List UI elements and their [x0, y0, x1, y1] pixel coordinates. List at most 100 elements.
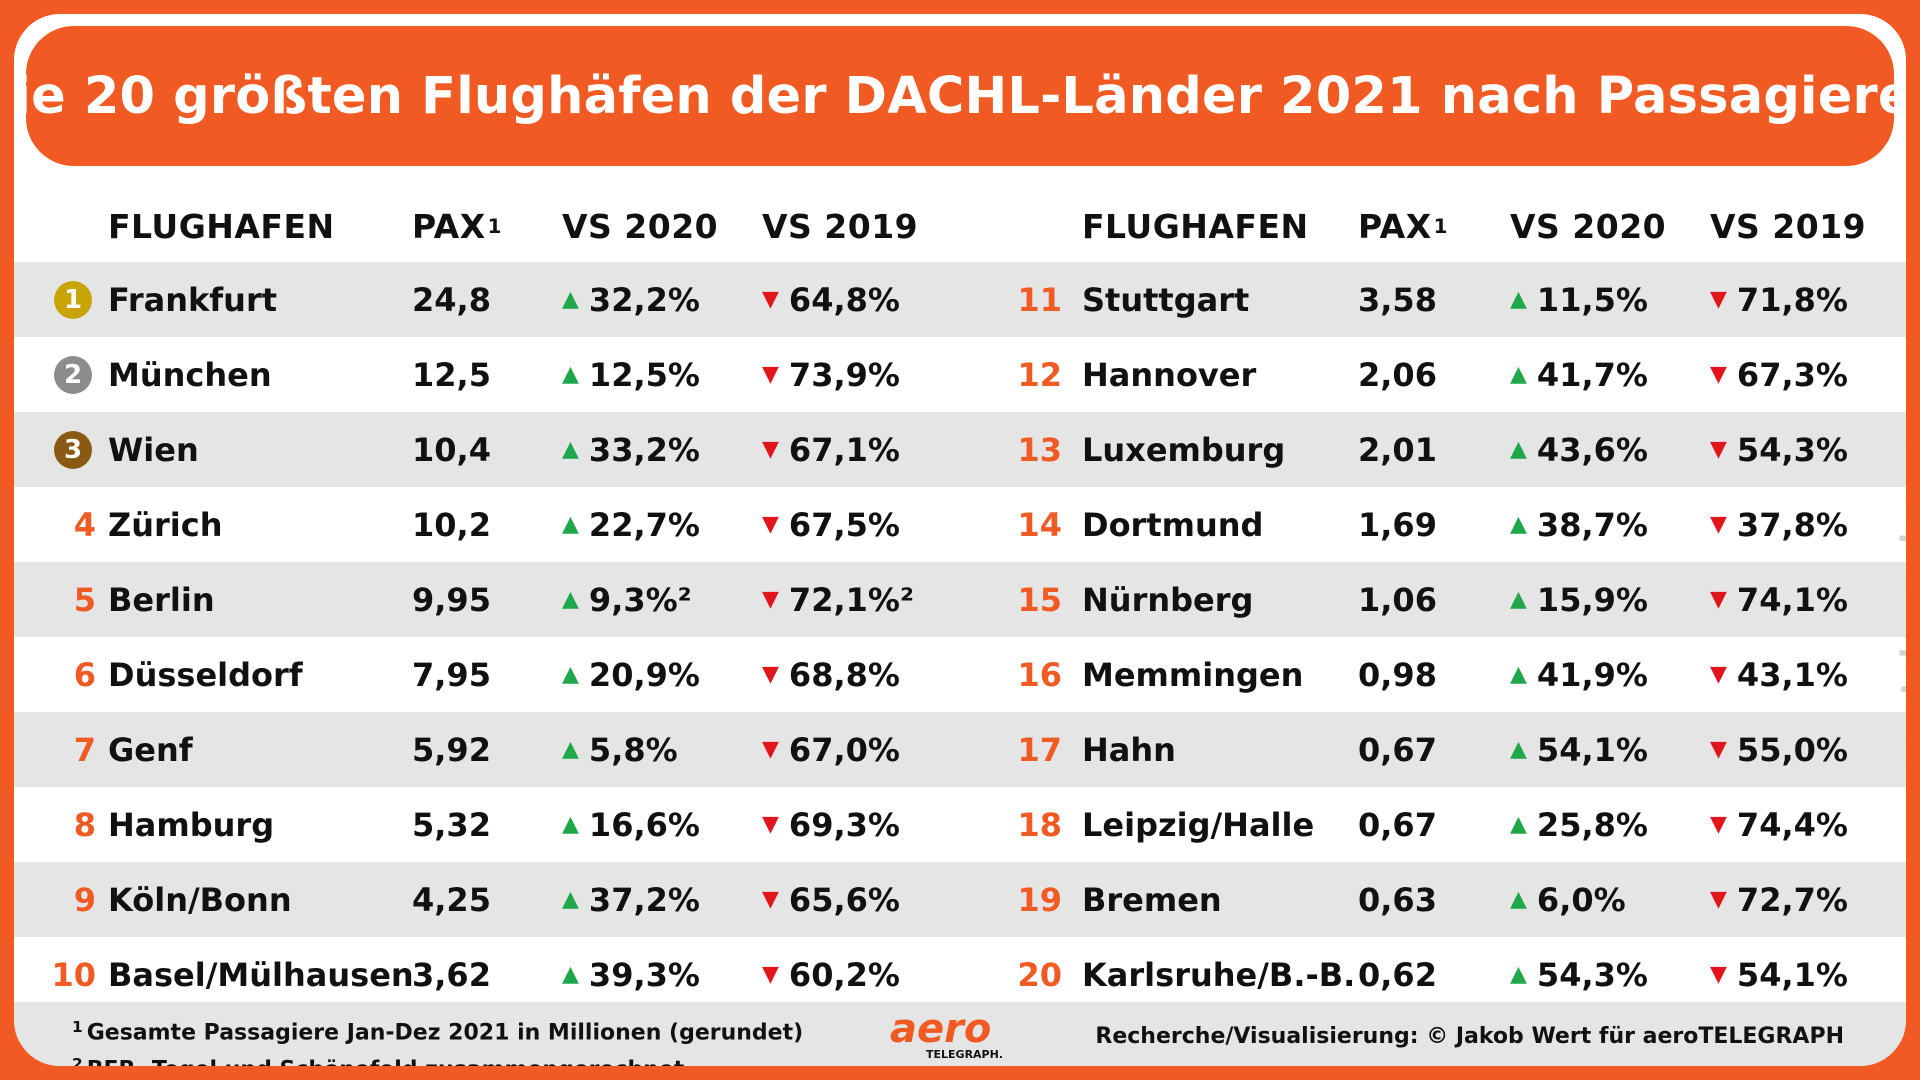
vs2019-change-value: 67,5%: [788, 505, 900, 544]
airport-name: Memmingen: [1082, 655, 1304, 694]
triangle-up-icon: ▲: [1510, 737, 1527, 762]
rank-cell: 2: [14, 337, 104, 412]
airport-name: Hahn: [1078, 712, 1358, 787]
rank-cell: 19: [983, 862, 1078, 937]
table-row: 8 Hamburg 5,32 ▲ 16,6% ▼ 69,3% 18 Leipzig/Halle 0…: [14, 787, 1906, 862]
pax-value: 0,63: [1358, 862, 1510, 937]
triangle-up-icon: ▲: [562, 512, 579, 537]
rank-cell: 13: [983, 412, 1078, 487]
pax-value: 5,32: [412, 805, 491, 844]
airport-name: Zürich: [108, 505, 223, 544]
vs2019-change: ▼ 74,1%: [1710, 562, 1906, 637]
pax-value: 0,67: [1358, 712, 1510, 787]
logo-main-text: aero: [890, 1006, 991, 1052]
vs2020-change-value: 38,7%: [1536, 505, 1648, 544]
rank-cell: 16: [983, 637, 1078, 712]
triangle-up-icon: ▲: [562, 287, 579, 312]
rank-cell: 11: [983, 262, 1078, 337]
vs2019-change: ▼ 55,0%: [1710, 712, 1906, 787]
rank-cell: 10: [14, 937, 104, 1012]
triangle-down-icon: ▼: [1710, 587, 1727, 612]
triangle-up-icon: ▲: [562, 812, 579, 837]
vs2019-change: ▼ 67,0%: [762, 712, 982, 787]
header-vs2019-left: VS 2019: [762, 206, 919, 246]
header-vs2020-right: VS 2020: [1510, 206, 1667, 246]
table-row: 4 Zürich 10,2 ▲ 22,7% ▼ 67,5% 14 Dortmund 1,69 ▲ 38…: [14, 487, 1906, 562]
airport-name: Leipzig/Halle: [1082, 805, 1315, 844]
rank-cell: 5: [14, 562, 104, 637]
footnotes: 1 Gesamte Passagiere Jan-Dez 2021 in Mill…: [72, 1012, 803, 1066]
vs2020-change-value: 41,7%: [1536, 355, 1648, 394]
airport-name: Hamburg: [108, 805, 275, 844]
vs2020-change: ▲ 43,6%: [1510, 412, 1710, 487]
vs2019-change-value: 73,9%: [788, 355, 900, 394]
rank-number: 7: [73, 730, 96, 769]
vs2019-change: ▼ 74,4%: [1710, 787, 1906, 862]
rank-cell: 7: [14, 712, 104, 787]
table-row: 1 Frankfurt 24,8 ▲ 32,2% ▼ 64,8% 11 Stuttgart 3,5…: [14, 262, 1906, 337]
rank-cell: 3: [14, 412, 104, 487]
triangle-down-icon: ▼: [1710, 962, 1727, 987]
triangle-down-icon: ▼: [762, 962, 779, 987]
vs2019-change-value: 64,8%: [788, 280, 900, 319]
rank-number: 19: [1017, 880, 1062, 919]
header-airport-left: FLUGHAFEN: [108, 206, 335, 246]
airport-name: Berlin: [104, 562, 412, 637]
rank-number: 17: [1017, 730, 1062, 769]
vs2019-change: ▼ 73,9%: [762, 337, 982, 412]
rank-number: 8: [73, 805, 96, 844]
vs2019-change-value: 72,7%: [1736, 880, 1848, 919]
vs2020-change-value: 33,2%: [588, 430, 700, 469]
vs2020-change-value: 15,9%: [1536, 580, 1648, 619]
rank-cell: 8: [14, 787, 104, 862]
vs2019-change-value: 67,1%: [788, 430, 900, 469]
vs2020-change-value: 22,7%: [588, 505, 700, 544]
triangle-down-icon: ▼: [762, 437, 779, 462]
triangle-up-icon: ▲: [1510, 812, 1527, 837]
vs2020-change-value: 25,8%: [1536, 805, 1648, 844]
vs2020-change: ▲ 33,2%: [562, 412, 762, 487]
triangle-down-icon: ▼: [1710, 287, 1727, 312]
vs2019-change: ▼ 67,3%: [1710, 337, 1906, 412]
vs2019-change-value: 43,1%: [1736, 655, 1848, 694]
pax-value: 0,98: [1358, 655, 1437, 694]
vs2019-change-value: 71,8%: [1736, 280, 1848, 319]
triangle-down-icon: ▼: [762, 662, 779, 687]
pax-value: 2,01: [1358, 412, 1510, 487]
vs2019-change-value: 67,3%: [1736, 355, 1848, 394]
table-body: 1 Frankfurt 24,8 ▲ 32,2% ▼ 64,8% 11 Stuttgart 3,5…: [14, 262, 1906, 1012]
vs2019-change: ▼ 60,2%: [762, 937, 982, 1012]
table-header: FLUGHAFEN PAX 1 VS 2020 VS 2019 FLUGHAFEN…: [14, 190, 1906, 262]
vs2020-change-value: 43,6%: [1536, 430, 1648, 469]
pax-value: 5,92: [412, 712, 562, 787]
vs2019-change: ▼ 43,1%: [1710, 637, 1906, 712]
rank-cell: 12: [983, 337, 1078, 412]
vs2019-change-value: 68,8%: [788, 655, 900, 694]
vs2020-change-value: 37,2%: [588, 880, 700, 919]
vs2020-change: ▲ 37,2%: [562, 862, 762, 937]
vs2019-change: ▼ 54,1%: [1710, 937, 1906, 1012]
triangle-down-icon: ▼: [1710, 812, 1727, 837]
airport-name: Dortmund: [1082, 505, 1264, 544]
pax-value: 9,95: [412, 562, 562, 637]
vs2020-change: ▲ 41,9%: [1510, 637, 1710, 712]
rank-number: 16: [1017, 655, 1062, 694]
triangle-down-icon: ▼: [1710, 362, 1727, 387]
airport-name: Köln/Bonn: [104, 862, 412, 937]
triangle-down-icon: ▼: [762, 512, 779, 537]
vs2020-change-value: 54,1%: [1536, 730, 1648, 769]
vs2019-change-value: 67,0%: [788, 730, 900, 769]
triangle-up-icon: ▲: [562, 962, 579, 987]
pax-value: 10,4: [412, 412, 562, 487]
triangle-up-icon: ▲: [1510, 662, 1527, 687]
vs2020-change-value: 5,8%: [588, 730, 678, 769]
pax-value: 2,06: [1358, 355, 1437, 394]
triangle-up-icon: ▲: [1510, 962, 1527, 987]
vs2020-change: ▲ 22,7%: [562, 487, 762, 562]
vs2020-change-value: 12,5%: [588, 355, 700, 394]
vs2020-change: ▲ 20,9%: [562, 637, 762, 712]
pax-value: 3,58: [1358, 262, 1510, 337]
rank-number: 18: [1017, 805, 1062, 844]
airport-name: München: [108, 355, 272, 394]
airport-name: Bremen: [1078, 862, 1358, 937]
